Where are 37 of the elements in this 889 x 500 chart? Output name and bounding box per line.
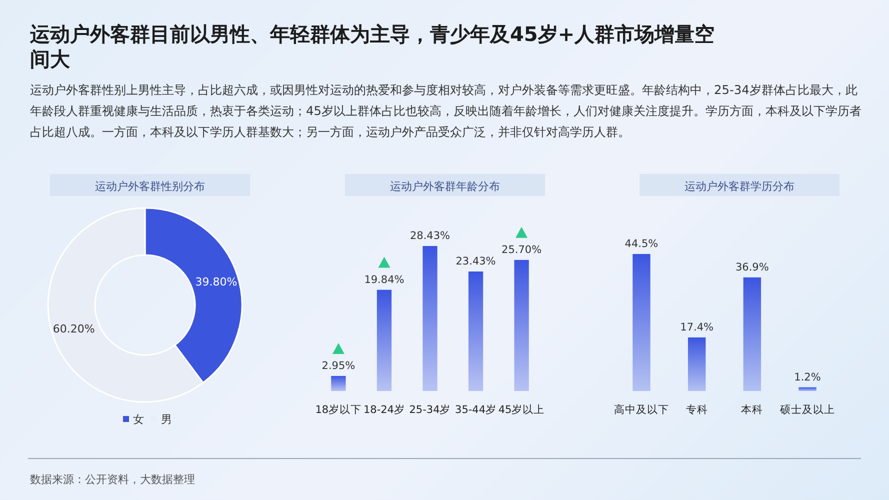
slice-label: 男 [161,413,172,426]
bar [632,254,650,391]
bar [514,260,529,391]
chart-title: 运动户外客群年龄分布 [390,180,500,193]
bar [376,290,392,391]
data-label: 19.84% [364,274,404,286]
data-label: 23.43% [456,256,496,268]
text: 运动户外客群目前以男性、年轻群体为主导，青少年及45岁+人群市场增量空间大 [30,22,716,72]
data-label: 1.2% [794,371,821,384]
x-tick-label: 高中及以下 [614,403,669,416]
data-label: 60.20% [52,322,95,336]
x-tick-label: 硕士及以上 [779,403,836,416]
legend-label: 女 [133,413,144,426]
data-label: 25.70% [502,244,542,256]
text: 运动户外客群性别上男性主导，占比超六成，或因男性对运动的热爱和参与度相对较高，对户外装备等需求更旺盛。年龄结构中，25-34岁群体占比最大，此年龄段人群重视健康与生活品质，热衷于各类运动；45岁以上群体占比也较高，反映出随着年龄增长，人们对健康关注度提升。学历方面，本科及以下学历者占比超八成。一方面，本科及以下学历人群基数大；另一方面，运动户外产品受众广泛，并非仅针对高学历人群。 [30,82,863,141]
data-label: 36.9% [735,261,769,274]
bar [422,246,438,391]
x-tick-label: 45岁以上 [498,403,545,416]
data-label: 44.5% [624,238,658,250]
x-tick-label: 本科 [741,403,764,416]
x-tick-label: 25-34岁 [409,404,451,416]
bar [688,337,706,391]
bar [331,376,346,391]
x-tick-label: 18-24岁 [363,404,405,416]
data-label: 28.43% [410,230,450,242]
x-tick-label: 18岁以下 [315,403,362,416]
x-tick-label: 专科 [686,403,708,416]
data-label: 2.95% [322,360,356,372]
data-label: 39.80% [195,275,238,288]
data-label: 17.4% [680,321,714,334]
chart-title: 运动户外客群学历分布 [684,180,794,193]
x-tick-label: 35-44岁 [455,404,497,416]
bar [743,277,762,391]
bar [798,387,816,391]
bar [468,272,484,391]
source-note: 数据来源：公开资料，大数据整理 [30,472,195,487]
chart-title: 运动户外客群性别分布 [95,180,205,193]
